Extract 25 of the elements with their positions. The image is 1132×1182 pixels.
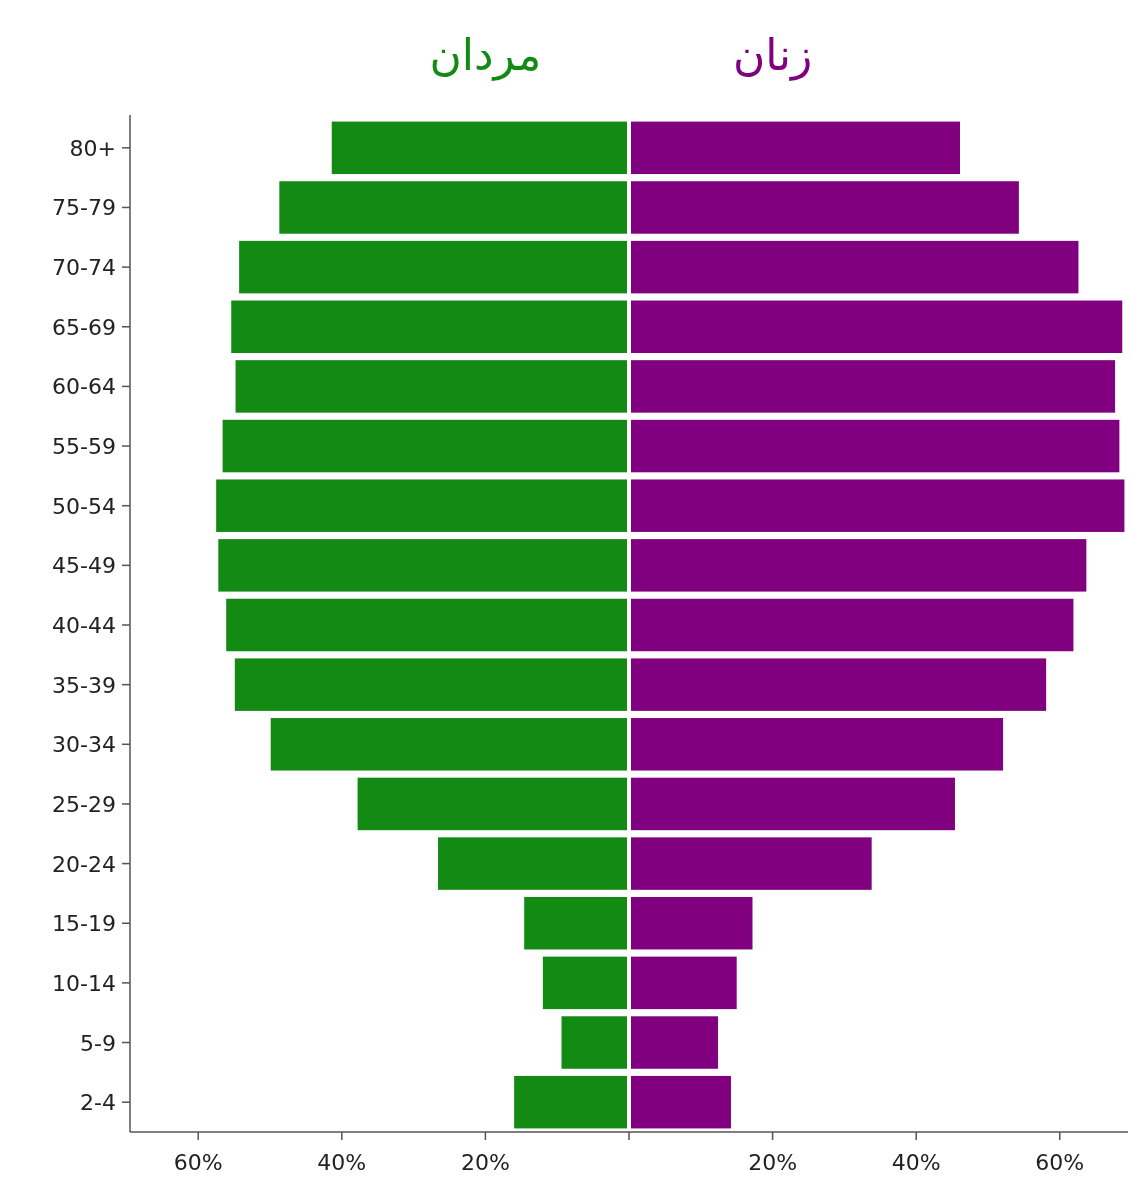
y-tick-label: 50-54 — [52, 493, 116, 519]
y-tick-label: 80+ — [69, 135, 116, 161]
y-tick-label: 25-29 — [52, 791, 116, 817]
series-label: زنان — [732, 29, 813, 81]
y-tick-label: 75-79 — [52, 195, 116, 221]
x-tick-label: 20% — [748, 1150, 798, 1175]
x-tick-label: 60% — [1035, 1150, 1085, 1175]
y-tick-label: 5-9 — [80, 1030, 116, 1056]
x-tick-label: 40% — [891, 1150, 941, 1175]
y-tick-label: 65-69 — [52, 314, 116, 340]
y-tick-label: 40-44 — [52, 613, 116, 638]
x-tick-label: 60% — [173, 1150, 223, 1175]
y-tick-label: 45-49 — [52, 553, 116, 579]
x-tick-label: 40% — [317, 1150, 367, 1175]
y-tick-label: 55-59 — [52, 434, 116, 460]
y-tick-label: 15-19 — [52, 911, 116, 937]
y-tick-label: 35-39 — [52, 672, 116, 698]
series-label: مردان — [429, 29, 542, 81]
y-tick-label: 60-64 — [52, 374, 116, 400]
y-tick-label: 20-24 — [52, 851, 116, 877]
y-tick-label: 30-34 — [52, 732, 116, 758]
x-tick-label: 20% — [460, 1150, 510, 1175]
y-tick-label: 70-74 — [52, 255, 116, 281]
y-tick-label: 2-4 — [80, 1090, 116, 1116]
y-tick-label: 10-14 — [52, 970, 116, 996]
